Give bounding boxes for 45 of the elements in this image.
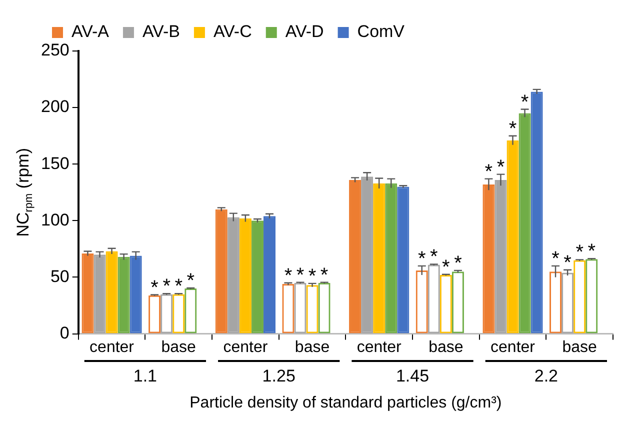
data-label: * (150, 276, 159, 299)
text: 1.1 (133, 366, 158, 386)
data-label: * (162, 276, 171, 298)
data-label: * (442, 256, 450, 278)
legend-label: AV-B (142, 22, 180, 42)
data-label: * (454, 252, 462, 274)
data-label: * (430, 246, 438, 268)
text: 2.2 (534, 366, 558, 386)
data-label: * (308, 265, 316, 288)
data-label: * (588, 240, 596, 263)
data-label: * (320, 264, 328, 286)
data-label: * (496, 156, 505, 178)
data-label: * (552, 248, 560, 270)
legend-label: AV-D (285, 22, 324, 42)
data-label: * (418, 248, 426, 270)
data-label: * (520, 91, 529, 114)
data-label: * (186, 270, 195, 292)
x-axis-title: Particle density of standard particles (g/cm³) (190, 394, 502, 412)
data-label: * (484, 160, 493, 183)
y-tick-label: 200 (40, 97, 70, 116)
x-tick-label: base (294, 338, 330, 356)
y-axis-title: NCrpm (rpm) (14, 148, 36, 237)
y-tick-label: 150 (40, 154, 70, 173)
x-tick-label: center (90, 338, 135, 356)
x-tick-label: base (562, 338, 598, 356)
y-tick-label: 250 (40, 40, 70, 60)
text: 1.25 (262, 366, 296, 386)
text: 1.45 (396, 366, 430, 386)
legend-label: AV-A (72, 22, 110, 42)
data-label: * (564, 252, 572, 274)
data-label: * (576, 242, 584, 264)
y-tick-label: 0 (60, 323, 70, 342)
x-tick-label: center (490, 338, 536, 356)
x-tick-label: center (356, 338, 402, 356)
y-tick-label: 100 (40, 210, 70, 230)
data-label: * (284, 264, 292, 287)
x-tick-label: base (161, 338, 196, 356)
data-label: * (508, 118, 517, 140)
data-label: * (174, 276, 183, 298)
y-tick-label: 50 (50, 266, 70, 286)
legend-label: ComV (357, 22, 406, 42)
data-label: * (296, 264, 304, 286)
x-tick-label: base (428, 338, 464, 356)
legend-label: AV-C (213, 22, 252, 42)
x-tick-label: center (223, 338, 268, 356)
